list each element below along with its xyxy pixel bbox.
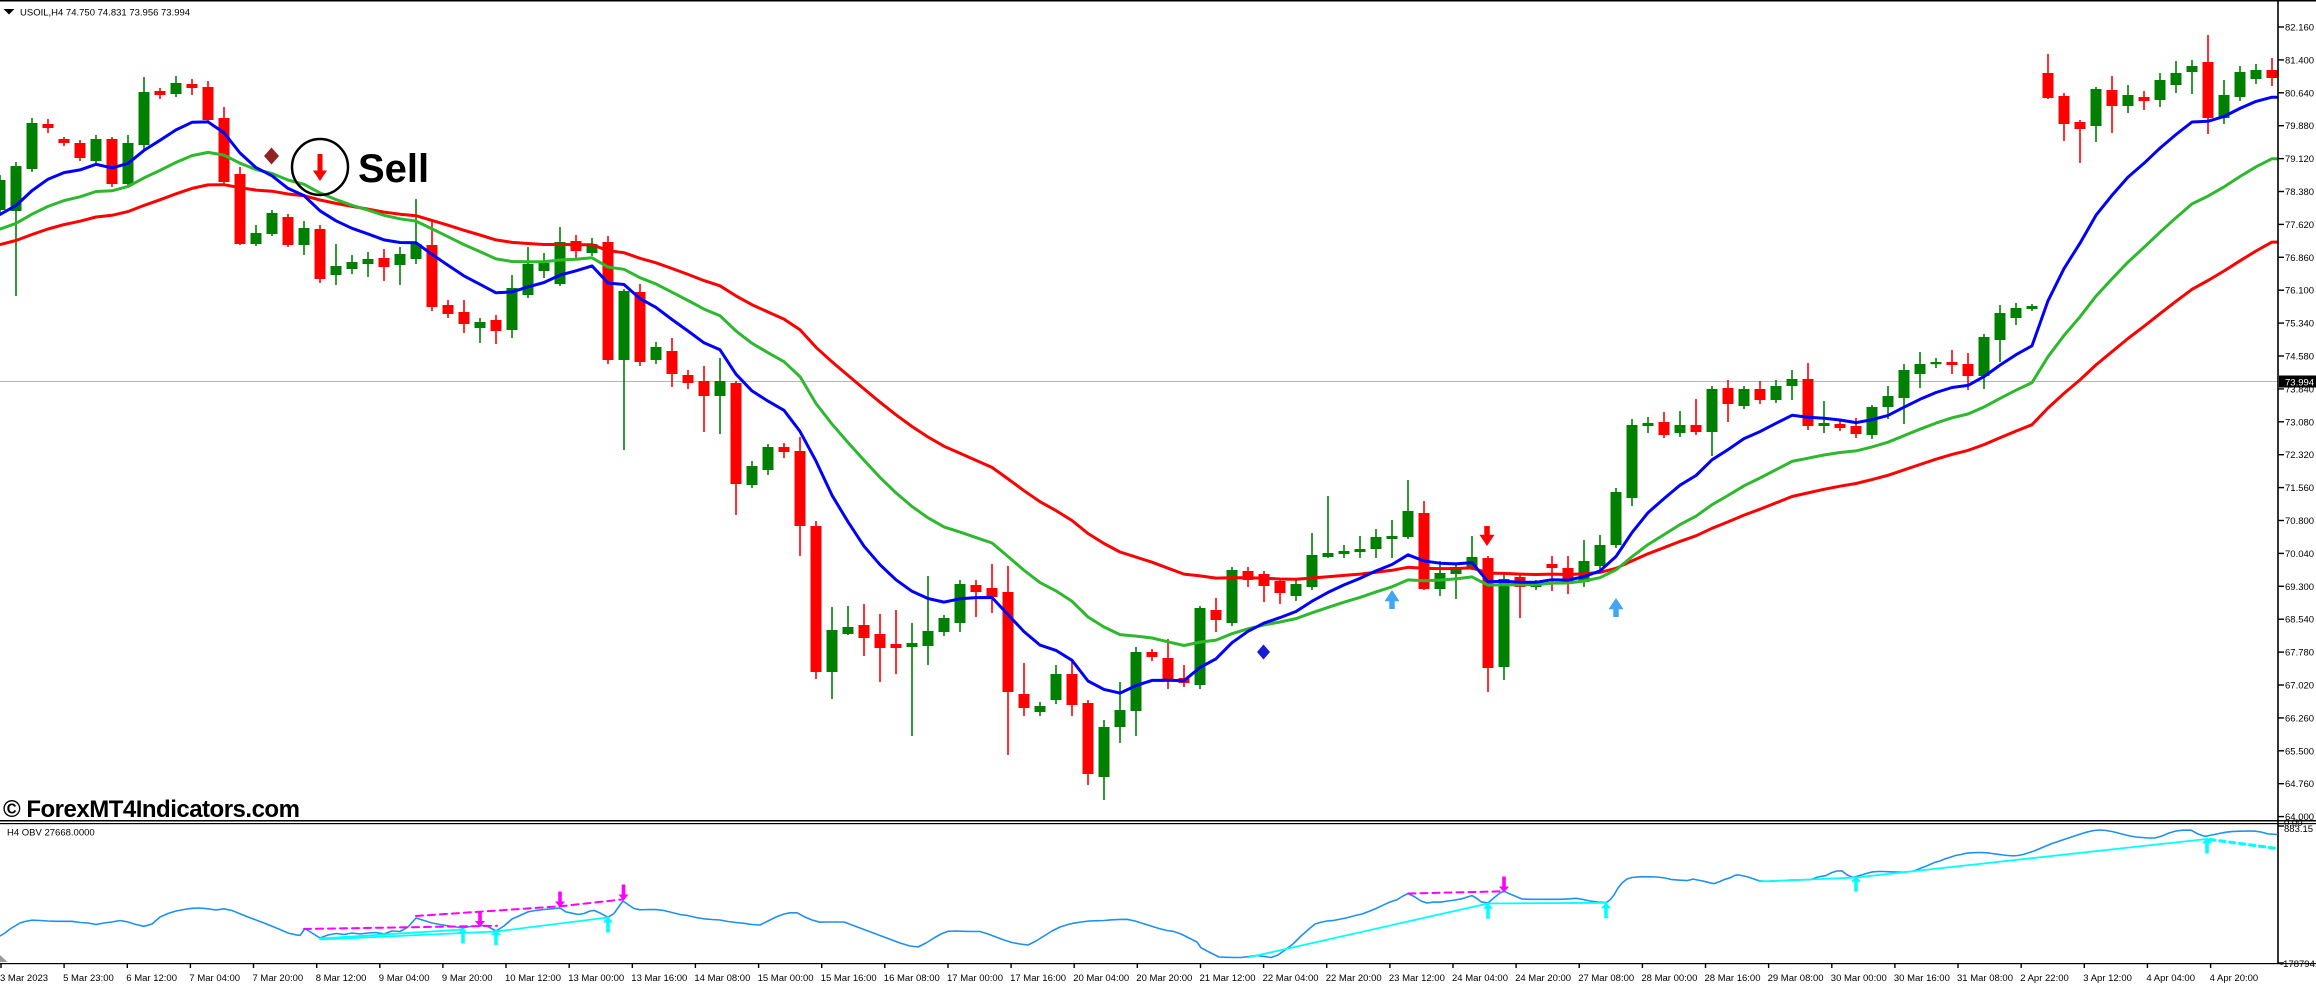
svg-text:© ForexMT4Indicators.com: © ForexMT4Indicators.com	[3, 796, 299, 823]
svg-text:0.00: 0.00	[2284, 818, 2303, 829]
svg-text:H4 OBV 27668.0000: H4 OBV 27668.0000	[7, 828, 95, 839]
svg-text:22 Mar 04:00: 22 Mar 04:00	[1263, 973, 1319, 984]
svg-text:15 Mar 16:00: 15 Mar 16:00	[821, 973, 877, 984]
svg-text:20 Mar 20:00: 20 Mar 20:00	[1136, 973, 1192, 984]
svg-text:76.100: 76.100	[2285, 286, 2314, 297]
svg-text:17 Mar 16:00: 17 Mar 16:00	[1010, 973, 1066, 984]
svg-text:8 Mar 12:00: 8 Mar 12:00	[316, 973, 367, 984]
svg-text:24 Mar 04:00: 24 Mar 04:00	[1452, 973, 1508, 984]
svg-text:21 Mar 12:00: 21 Mar 12:00	[1200, 973, 1256, 984]
svg-text:24 Mar 20:00: 24 Mar 20:00	[1515, 973, 1571, 984]
svg-text:USOIL,H4 74.750 74.831 73.956: USOIL,H4 74.750 74.831 73.956 73.994	[20, 8, 190, 19]
svg-text:20 Mar 04:00: 20 Mar 04:00	[1073, 973, 1129, 984]
svg-text:68.540: 68.540	[2285, 615, 2314, 626]
svg-text:77.620: 77.620	[2285, 220, 2314, 231]
svg-text:883.15: 883.15	[2284, 824, 2313, 835]
svg-text:76.860: 76.860	[2285, 253, 2314, 264]
svg-text:73.840: 73.840	[2285, 384, 2314, 395]
svg-text:29 Mar 08:00: 29 Mar 08:00	[1768, 973, 1824, 984]
svg-text:82.160: 82.160	[2285, 23, 2314, 34]
svg-text:9 Mar 04:00: 9 Mar 04:00	[379, 973, 430, 984]
svg-text:9 Mar 20:00: 9 Mar 20:00	[442, 973, 493, 984]
svg-text:17 Mar 00:00: 17 Mar 00:00	[947, 973, 1003, 984]
svg-text:-178794.: -178794.	[2280, 959, 2316, 970]
svg-text:64.760: 64.760	[2285, 779, 2314, 790]
svg-text:13 Mar 16:00: 13 Mar 16:00	[631, 973, 687, 984]
svg-text:73.994: 73.994	[2285, 378, 2314, 389]
svg-text:73.080: 73.080	[2285, 417, 2314, 428]
svg-text:Sell: Sell	[358, 147, 429, 191]
svg-text:27 Mar 08:00: 27 Mar 08:00	[1578, 973, 1634, 984]
svg-text:13 Mar 00:00: 13 Mar 00:00	[568, 973, 624, 984]
svg-text:70.800: 70.800	[2285, 516, 2314, 527]
svg-text:16 Mar 08:00: 16 Mar 08:00	[884, 973, 940, 984]
svg-text:79.120: 79.120	[2285, 154, 2314, 165]
svg-text:31 Mar 08:00: 31 Mar 08:00	[1957, 973, 2013, 984]
svg-text:3 Mar 2023: 3 Mar 2023	[0, 973, 48, 984]
svg-text:23 Mar 12:00: 23 Mar 12:00	[1389, 973, 1445, 984]
svg-text:4 Apr 04:00: 4 Apr 04:00	[2146, 973, 2195, 984]
svg-text:79.880: 79.880	[2285, 121, 2314, 132]
svg-text:69.300: 69.300	[2285, 582, 2314, 593]
svg-text:81.400: 81.400	[2285, 55, 2314, 66]
svg-text:15 Mar 00:00: 15 Mar 00:00	[758, 973, 814, 984]
svg-text:74.580: 74.580	[2285, 352, 2314, 363]
svg-text:75.340: 75.340	[2285, 319, 2314, 330]
svg-text:67.780: 67.780	[2285, 648, 2314, 659]
svg-text:6 Mar 12:00: 6 Mar 12:00	[126, 973, 177, 984]
svg-text:70.040: 70.040	[2285, 549, 2314, 560]
svg-text:2 Apr 22:00: 2 Apr 22:00	[2020, 973, 2069, 984]
svg-text:5 Mar 23:00: 5 Mar 23:00	[63, 973, 114, 984]
svg-text:78.380: 78.380	[2285, 187, 2314, 198]
svg-text:65.500: 65.500	[2285, 746, 2314, 757]
svg-text:7 Mar 20:00: 7 Mar 20:00	[253, 973, 304, 984]
svg-text:72.320: 72.320	[2285, 450, 2314, 461]
svg-text:14 Mar 08:00: 14 Mar 08:00	[694, 973, 750, 984]
svg-text:30 Mar 16:00: 30 Mar 16:00	[1894, 973, 1950, 984]
svg-text:10 Mar 12:00: 10 Mar 12:00	[505, 973, 561, 984]
svg-text:80.640: 80.640	[2285, 88, 2314, 99]
svg-text:4 Apr 20:00: 4 Apr 20:00	[2210, 973, 2259, 984]
svg-text:28 Mar 00:00: 28 Mar 00:00	[1641, 973, 1697, 984]
svg-text:64.000: 64.000	[2285, 812, 2314, 823]
svg-text:7 Mar 04:00: 7 Mar 04:00	[189, 973, 240, 984]
svg-text:66.260: 66.260	[2285, 713, 2314, 724]
svg-text:30 Mar 00:00: 30 Mar 00:00	[1831, 973, 1887, 984]
svg-text:28 Mar 16:00: 28 Mar 16:00	[1705, 973, 1761, 984]
svg-text:71.560: 71.560	[2285, 483, 2314, 494]
svg-text:22 Mar 20:00: 22 Mar 20:00	[1326, 973, 1382, 984]
svg-text:3 Apr 12:00: 3 Apr 12:00	[2083, 973, 2132, 984]
svg-text:67.020: 67.020	[2285, 681, 2314, 692]
